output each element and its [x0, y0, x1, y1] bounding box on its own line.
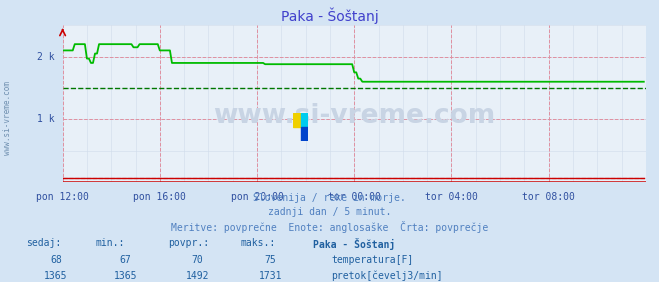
- Bar: [293, 113, 301, 127]
- Text: pon 20:00: pon 20:00: [231, 192, 283, 202]
- Text: pon 12:00: pon 12:00: [36, 192, 89, 202]
- Text: Paka - Šoštanj: Paka - Šoštanj: [313, 238, 395, 250]
- Text: pretok[čevelj3/min]: pretok[čevelj3/min]: [331, 271, 443, 281]
- Text: pon 16:00: pon 16:00: [133, 192, 186, 202]
- Text: Meritve: povprečne  Enote: anglosaške  Črta: povprečje: Meritve: povprečne Enote: anglosaške Črt…: [171, 221, 488, 233]
- Bar: [301, 113, 308, 127]
- Text: 67: 67: [119, 255, 131, 265]
- Text: 1731: 1731: [258, 271, 282, 281]
- Text: www.si-vreme.com: www.si-vreme.com: [213, 103, 496, 129]
- Text: min.:: min.:: [96, 238, 125, 248]
- Text: 2 k: 2 k: [37, 52, 55, 62]
- Text: 1365: 1365: [44, 271, 68, 281]
- Text: 1 k: 1 k: [37, 114, 55, 124]
- Text: tor 00:00: tor 00:00: [328, 192, 381, 202]
- Text: sedaj:: sedaj:: [26, 238, 61, 248]
- Text: www.si-vreme.com: www.si-vreme.com: [3, 81, 13, 155]
- Text: maks.:: maks.:: [241, 238, 275, 248]
- Text: 1365: 1365: [113, 271, 137, 281]
- Text: Slovenija / reke in morje.: Slovenija / reke in morje.: [253, 193, 406, 203]
- Text: 75: 75: [264, 255, 276, 265]
- Text: Paka - Šoštanj: Paka - Šoštanj: [281, 7, 378, 24]
- Text: temperatura[F]: temperatura[F]: [331, 255, 414, 265]
- Text: zadnji dan / 5 minut.: zadnji dan / 5 minut.: [268, 207, 391, 217]
- Text: 1492: 1492: [186, 271, 210, 281]
- Text: tor 04:00: tor 04:00: [425, 192, 478, 202]
- Text: tor 08:00: tor 08:00: [522, 192, 575, 202]
- Text: 70: 70: [192, 255, 204, 265]
- Bar: [301, 127, 308, 141]
- Text: povpr.:: povpr.:: [168, 238, 209, 248]
- Text: 68: 68: [50, 255, 62, 265]
